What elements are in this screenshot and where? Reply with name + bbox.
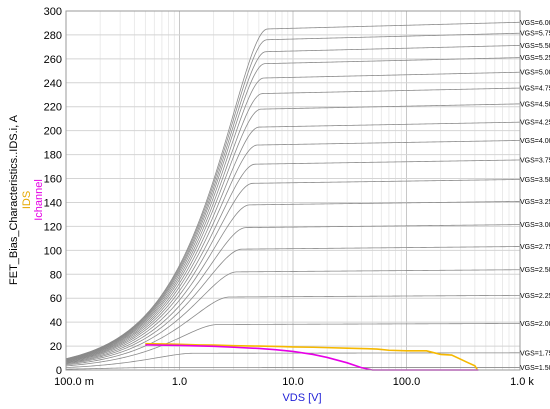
vgs-label: VGS=1.75 V bbox=[520, 350, 550, 357]
y-tick-label: 20 bbox=[50, 341, 62, 353]
y-tick-label: 180 bbox=[44, 150, 62, 162]
vgs-curve bbox=[65, 159, 521, 362]
vgs-label: VGS=5.50 V bbox=[520, 43, 550, 50]
y-tick-labels: 0 20 40 60 80 100 120 140 160 180 200 220 240 260 280 3… bbox=[44, 6, 62, 377]
y-tick-label: 80 bbox=[50, 269, 62, 281]
x-axis-label: VDS [V] bbox=[282, 392, 321, 404]
vgs-curve bbox=[65, 224, 521, 364]
vgs-curve bbox=[65, 269, 521, 365]
vgs-curve bbox=[65, 246, 521, 364]
y-tick-label: 100 bbox=[44, 245, 62, 257]
vgs-labels: VGS=1.50 V VGS=1.75 V VGS=2.00 V VGS=2.25 V… bbox=[520, 20, 550, 372]
vgs-label: VGS=6.00 V bbox=[520, 20, 550, 27]
y-tick-label: 160 bbox=[44, 174, 62, 186]
vgs-curve-family bbox=[65, 21, 521, 370]
vgs-label: VGS=5.75 V bbox=[520, 31, 550, 38]
vgs-curve bbox=[65, 179, 521, 363]
y-label-line: Ichannel bbox=[33, 179, 45, 221]
y-label-line: IDS bbox=[21, 191, 33, 209]
vgs-curve bbox=[65, 352, 520, 368]
grid bbox=[65, 10, 521, 371]
vgs-label: VGS=3.00 V bbox=[520, 222, 550, 229]
y-tick-label: 220 bbox=[44, 102, 62, 114]
vgs-curve bbox=[65, 121, 521, 361]
vgs-label: VGS=2.00 V bbox=[520, 321, 550, 328]
y-tick-label: 60 bbox=[50, 293, 62, 305]
y-tick-label: 200 bbox=[44, 126, 62, 138]
vgs-curve bbox=[65, 87, 521, 361]
vgs-label: VGS=1.50 V bbox=[520, 365, 550, 372]
vgs-label: VGS=2.25 V bbox=[520, 293, 550, 300]
vgs-curve bbox=[65, 57, 521, 360]
vgs-label: VGS=3.25 V bbox=[520, 199, 550, 206]
vgs-label: VGS=4.25 V bbox=[520, 120, 550, 127]
series-ichannel bbox=[145, 344, 479, 371]
vgs-curve bbox=[65, 367, 520, 370]
x-tick-label: 1.0 k bbox=[510, 376, 534, 388]
y-tick-label: 140 bbox=[44, 197, 62, 209]
vgs-label: VGS=4.75 V bbox=[520, 86, 550, 93]
vgs-label: VGS=4.00 V bbox=[520, 138, 550, 145]
vgs-curve bbox=[65, 140, 521, 362]
vgs-label: VGS=4.50 V bbox=[520, 101, 550, 108]
vgs-label: VGS=2.50 V bbox=[520, 267, 550, 274]
x-tick-labels: 100.0 m 1.0 10.0 100.0 1.0 k bbox=[54, 376, 534, 388]
y-axis-label: FET_Bias_Characteristics..IDS.i, A IDS Ich… bbox=[8, 114, 45, 285]
x-tick-label: 100.0 m bbox=[54, 376, 94, 388]
y-tick-label: 260 bbox=[44, 54, 62, 66]
series-ids bbox=[145, 342, 478, 370]
plot-border bbox=[65, 10, 521, 371]
vgs-curve bbox=[65, 71, 521, 360]
y-tick-label: 280 bbox=[44, 30, 62, 42]
y-tick-label: 0 bbox=[56, 365, 62, 377]
vgs-curve bbox=[65, 103, 521, 361]
y-tick-label: 120 bbox=[44, 221, 62, 233]
vgs-curve bbox=[65, 32, 521, 360]
plot-frame bbox=[65, 10, 521, 371]
highlight-series bbox=[145, 342, 479, 371]
vgs-label: VGS=3.75 V bbox=[520, 157, 550, 164]
y-tick-label: 300 bbox=[44, 6, 62, 18]
y-tick-label: 240 bbox=[44, 78, 62, 90]
x-tick-label: 100.0 bbox=[393, 376, 421, 388]
vgs-curve bbox=[65, 323, 521, 367]
y-tick-label: 40 bbox=[50, 317, 62, 329]
vgs-curve bbox=[65, 201, 521, 363]
vgs-curve bbox=[65, 294, 521, 366]
vgs-curve bbox=[65, 45, 521, 360]
vgs-label: VGS=3.50 V bbox=[520, 177, 550, 184]
vgs-label: VGS=2.75 V bbox=[520, 244, 550, 251]
y-label-line: FET_Bias_Characteristics..IDS.i, A bbox=[8, 114, 20, 285]
x-tick-label: 1.0 bbox=[172, 376, 187, 388]
vgs-curve bbox=[65, 21, 521, 360]
vgs-label: VGS=5.25 V bbox=[520, 55, 550, 62]
vgs-label: VGS=5.00 V bbox=[520, 70, 550, 77]
x-tick-label: 10.0 bbox=[282, 376, 303, 388]
